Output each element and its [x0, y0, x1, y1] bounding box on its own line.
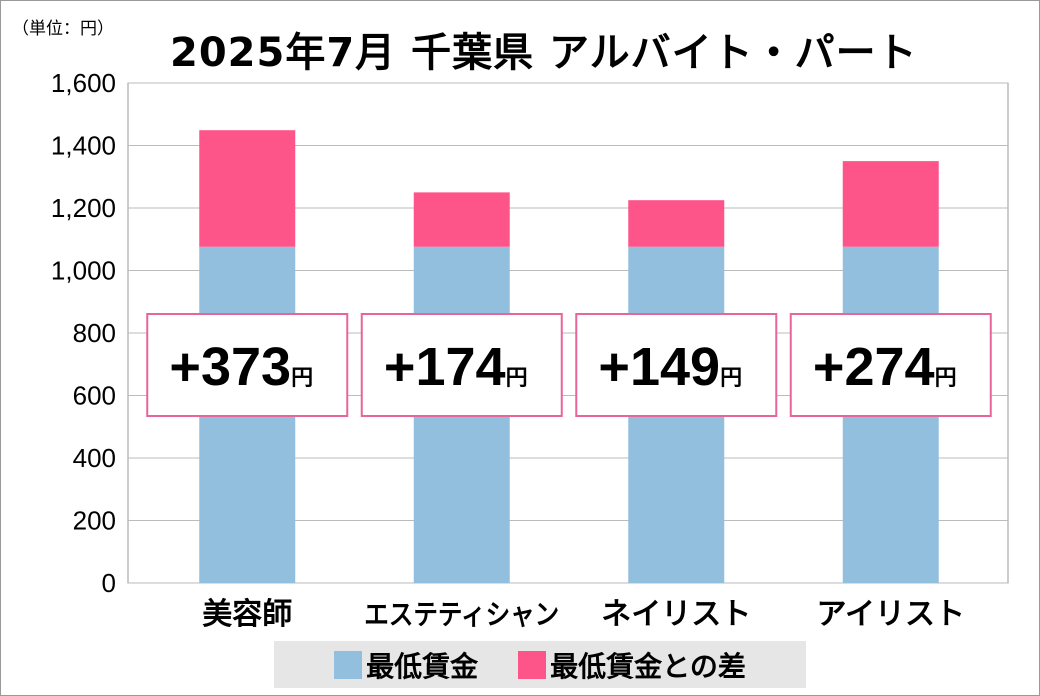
y-tick-label: 600 — [73, 381, 116, 411]
bar-segment — [628, 200, 725, 247]
legend-swatch-pink — [518, 650, 547, 679]
data-label-box — [575, 313, 778, 417]
legend-item-difference: 最低賃金との差 — [518, 645, 746, 685]
data-label: +274円 — [813, 337, 957, 397]
data-label-box — [146, 313, 349, 417]
y-tick-label: 1,400 — [51, 131, 116, 161]
bar-segment — [842, 161, 939, 247]
legend-swatch-blue — [334, 650, 363, 679]
legend: 最低賃金 最低賃金との差 — [274, 641, 806, 688]
y-tick-label: 1,600 — [51, 68, 116, 98]
data-label: +373円 — [169, 337, 313, 397]
data-label-box — [789, 313, 992, 417]
bar-segment — [413, 192, 510, 247]
legend-label: 最低賃金との差 — [550, 649, 746, 683]
x-category-label: エステティシャン — [364, 598, 559, 631]
data-label-box — [360, 313, 563, 417]
x-category-label: アイリスト — [817, 597, 966, 632]
chart-title: 2025年7月 千葉県 アルバイト・パート — [170, 30, 918, 76]
y-tick-label: 200 — [73, 506, 116, 536]
y-tick-label: 0 — [102, 568, 116, 598]
y-tick-label: 800 — [73, 318, 116, 348]
x-category-label: 美容師 — [202, 597, 292, 632]
x-category-label: ネイリスト — [601, 597, 751, 632]
y-tick-label: 400 — [73, 443, 116, 473]
unit-label: （単位：円） — [12, 19, 114, 39]
y-tick-label: 1,000 — [51, 256, 116, 286]
data-label: +174円 — [384, 337, 528, 397]
bar-segment — [199, 130, 296, 247]
legend-item-min-wage: 最低賃金 — [334, 645, 478, 685]
y-tick-label: 1,200 — [51, 193, 116, 223]
data-label: +149円 — [598, 337, 742, 397]
legend-label: 最低賃金 — [366, 649, 479, 683]
